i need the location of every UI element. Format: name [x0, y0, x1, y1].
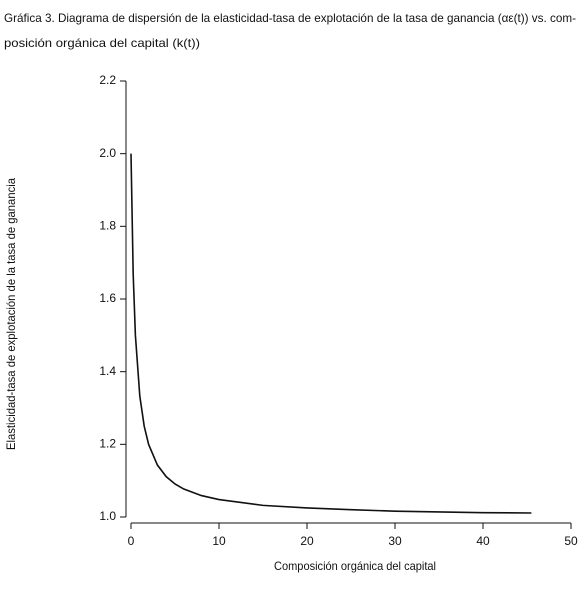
x-tick-label: 30 — [388, 534, 402, 548]
y-tick-label: 2.2 — [99, 73, 116, 87]
x-axis-label: Composición orgánica del capital — [274, 559, 436, 573]
y-tick-label: 1.8 — [99, 219, 116, 233]
chart-title: Gráfica 3. Diagrama de dispersión de la … — [4, 11, 576, 25]
y-axis-label: Elasticidad-tasa de explotación de la ta… — [4, 178, 18, 450]
data-line — [130, 153, 532, 514]
x-tick-label: 40 — [476, 534, 490, 548]
chart-title: posición orgánica del capital (k(t)) — [4, 36, 200, 50]
x-tick-label: 10 — [212, 534, 226, 548]
x-tick-label: 50 — [564, 534, 578, 548]
y-tick-label: 1.2 — [99, 437, 116, 451]
y-tick-label: 1.0 — [99, 509, 116, 523]
y-tick-label: 2.0 — [99, 146, 116, 160]
x-tick-label: 20 — [300, 534, 314, 548]
y-tick-label: 1.6 — [99, 291, 116, 305]
x-tick-label: 0 — [128, 534, 135, 548]
y-tick-label: 1.4 — [99, 364, 116, 378]
